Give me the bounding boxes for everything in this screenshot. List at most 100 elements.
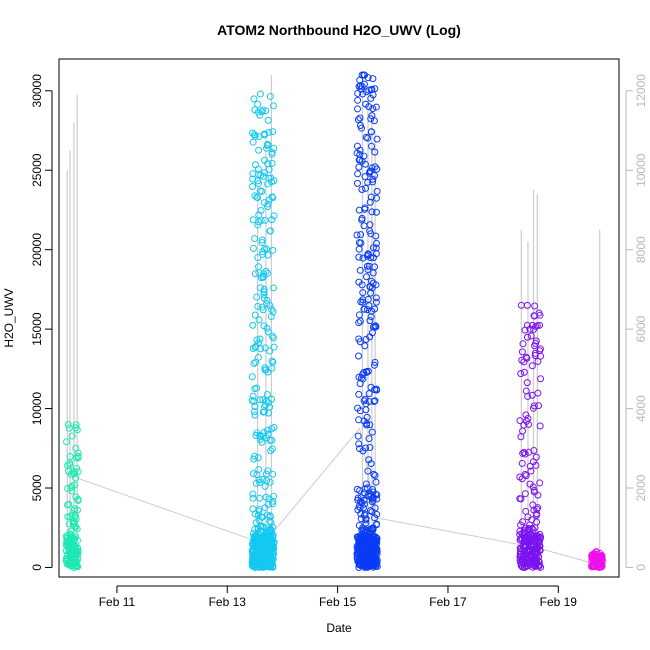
data-point [268, 216, 276, 224]
data-point [362, 519, 370, 527]
data-point [68, 537, 76, 545]
data-point [533, 518, 541, 526]
data-point [355, 311, 363, 319]
data-point [536, 321, 544, 329]
data-point [251, 106, 259, 114]
data-point [265, 174, 273, 182]
data-point [266, 403, 274, 411]
data-point [258, 522, 266, 530]
data-point [363, 539, 371, 547]
data-point [369, 323, 377, 331]
data-point [255, 170, 263, 178]
data-point [359, 254, 367, 262]
data-point [372, 103, 380, 111]
data-point [521, 450, 529, 458]
data-point [258, 236, 266, 244]
data-point [266, 517, 274, 525]
y-axis: 0 5000 10000 15000 20000 25000 30000 [30, 74, 53, 571]
data-point [251, 311, 259, 319]
data-point [250, 398, 258, 406]
data-point [261, 131, 269, 139]
data-point [530, 447, 538, 455]
data-point [532, 453, 540, 461]
data-point [358, 499, 366, 507]
data-point [523, 417, 531, 425]
data-point [268, 148, 276, 156]
data-point [264, 251, 272, 259]
data-point [263, 426, 271, 434]
data-point [366, 167, 374, 175]
data-point [528, 362, 536, 370]
secondary-series [66, 74, 601, 568]
y2-tick-label: 0 [634, 564, 648, 571]
data-point [264, 467, 272, 475]
x-axis: Feb 11 Feb 13 Feb 15 Feb 17 Feb 19 [99, 585, 577, 609]
data-point [525, 526, 533, 534]
data-point [364, 367, 372, 375]
data-point [354, 116, 362, 124]
data-point [270, 144, 278, 152]
data-point [356, 504, 364, 512]
data-point [255, 316, 263, 324]
data-point [263, 324, 271, 332]
data-point [74, 468, 82, 476]
data-point [367, 94, 375, 102]
data-point [254, 221, 262, 229]
data-point [372, 298, 380, 306]
data-point [362, 515, 370, 523]
data-point [269, 308, 277, 316]
data-point [530, 549, 538, 557]
data-point [361, 395, 369, 403]
data-point [358, 71, 366, 79]
data-point [255, 211, 263, 219]
data-point [68, 432, 76, 440]
data-point [356, 114, 364, 122]
data-point [270, 343, 278, 351]
data-point [355, 390, 363, 398]
data-point [536, 422, 544, 430]
data-point [254, 454, 262, 462]
data-point [260, 291, 268, 299]
data-point [267, 561, 275, 569]
data-point [363, 273, 371, 281]
data-point [254, 100, 262, 108]
data-point [531, 302, 539, 310]
data-point [516, 553, 524, 561]
data-point [354, 105, 362, 113]
data-point [251, 270, 259, 278]
y2-tick-label: 2000 [634, 474, 648, 501]
data-point [260, 535, 268, 543]
data-point [259, 273, 267, 281]
data-point [519, 340, 527, 348]
data-point [358, 186, 366, 194]
data-point [261, 482, 269, 490]
data-point [257, 513, 265, 521]
data-point [267, 447, 275, 455]
data-point [370, 470, 378, 478]
data-point [364, 295, 372, 303]
data-point [367, 493, 375, 501]
data-point [367, 128, 375, 136]
data-point [266, 227, 274, 235]
data-point [371, 263, 379, 271]
data-point [255, 494, 263, 502]
x-axis-label: Date [326, 621, 352, 635]
data-point [369, 75, 377, 83]
data-point [368, 142, 376, 150]
data-point [251, 131, 259, 139]
data-point [365, 390, 373, 398]
chart-title: ATOM2 Northbound H2O_UWV (Log) [217, 22, 461, 38]
data-point [371, 542, 379, 550]
data-point [263, 300, 271, 308]
data-point [528, 321, 536, 329]
data-point [518, 348, 526, 356]
data-point [353, 179, 361, 187]
data-point [251, 510, 259, 518]
data-point [363, 88, 371, 96]
data-point [64, 462, 72, 470]
data-point [73, 547, 81, 555]
data-point [262, 267, 270, 275]
data-point [71, 522, 79, 530]
data-point [370, 398, 378, 406]
data-point [264, 430, 272, 438]
